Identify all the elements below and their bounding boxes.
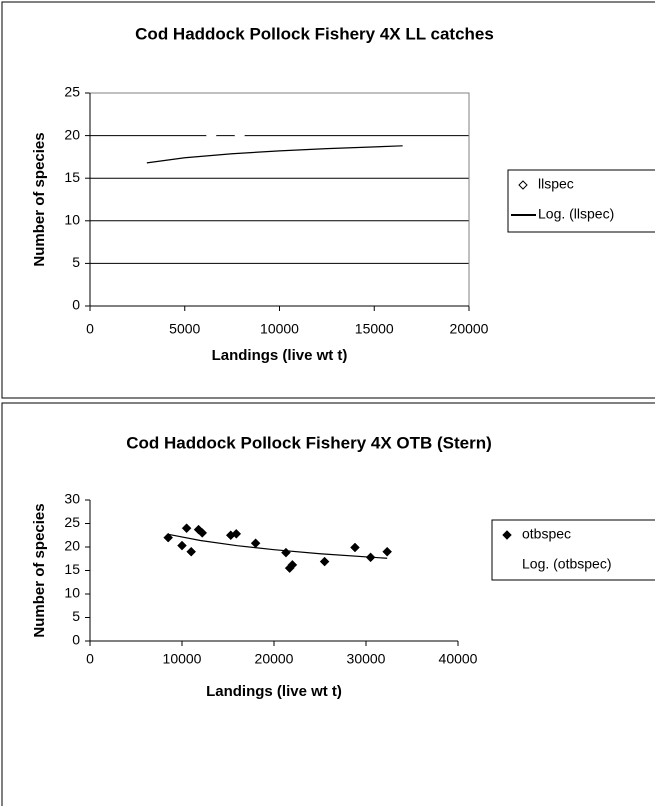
data-point [177, 540, 187, 551]
data-point [197, 528, 208, 538]
legend-box [491, 519, 655, 581]
y-tick-label: 20 [64, 538, 80, 554]
y-tick-label: 15 [64, 561, 80, 577]
legend-marker [502, 530, 512, 540]
x-tick-label: 20000 [255, 651, 294, 667]
y-tick-label: 0 [72, 297, 80, 313]
x-tick-label: 0 [86, 651, 94, 667]
y-tick-label: 30 [64, 491, 80, 507]
chart-title: Cod Haddock Pollock Fishery 4X OTB (Ster… [126, 433, 492, 452]
x-tick-label: 20000 [450, 321, 489, 337]
data-point [234, 130, 245, 141]
legend-marker [518, 180, 528, 190]
y-tick-label: 25 [64, 514, 80, 530]
legend-label: otbspec [522, 526, 571, 542]
y-tick-label: 5 [72, 608, 80, 624]
x-axis-title: Landings (live wt t) [212, 347, 348, 364]
x-tick-label: 10000 [260, 321, 299, 337]
x-tick-label: 5000 [169, 321, 200, 337]
data-point [231, 528, 242, 539]
trendline [168, 533, 388, 559]
x-axis-title: Landings (live wt t) [206, 683, 342, 700]
legend-label: Log. (otbspec) [522, 556, 612, 572]
x-tick-label: 40000 [439, 651, 478, 667]
y-tick-label: 20 [64, 126, 80, 142]
data-point [181, 523, 192, 534]
y-axis-title: Number of species [31, 132, 48, 266]
y-tick-label: 10 [64, 585, 80, 601]
data-point [382, 546, 393, 557]
y-tick-label: 15 [64, 169, 80, 185]
chart-title: Cod Haddock Pollock Fishery 4X LL catche… [135, 24, 494, 43]
x-tick-label: 30000 [347, 651, 386, 667]
y-tick-label: 25 [64, 84, 80, 100]
trendline [146, 145, 403, 164]
x-tick-label: 0 [86, 321, 94, 337]
data-point [287, 560, 298, 570]
data-point [350, 542, 360, 553]
data-point [319, 556, 330, 567]
y-tick-label: 10 [64, 212, 80, 228]
data-point [186, 546, 197, 557]
y-axis-title: Number of species [31, 503, 48, 637]
chart-frame [1, 402, 655, 806]
x-tick-label: 10000 [163, 651, 202, 667]
data-point [206, 130, 217, 141]
x-tick-label: 15000 [355, 321, 394, 337]
y-tick-label: 0 [72, 632, 80, 648]
y-tick-label: 5 [72, 254, 80, 270]
legend-box [507, 169, 655, 233]
legend-label: llspec [538, 176, 574, 192]
legend-label: Log. (llspec) [538, 206, 614, 222]
